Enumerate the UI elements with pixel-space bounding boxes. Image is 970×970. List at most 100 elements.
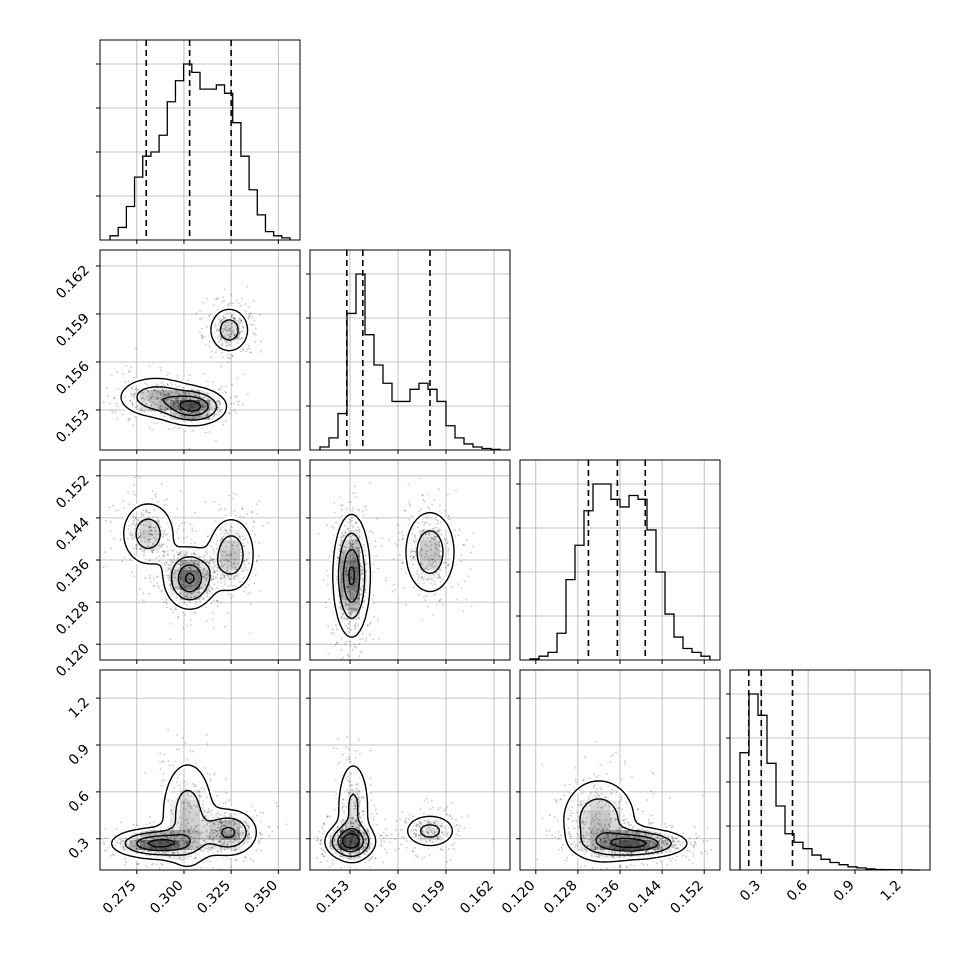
sample-point: [162, 851, 165, 853]
sample-point: [234, 848, 237, 851]
sample-point: [614, 818, 617, 820]
sample-point: [211, 813, 214, 816]
sample-point: [333, 501, 335, 504]
sample-point: [214, 325, 217, 328]
density-cell: [140, 390, 150, 400]
density-cell: [340, 830, 350, 840]
sample-point: [199, 310, 202, 312]
density-cell: [170, 580, 180, 590]
sample-point: [349, 542, 352, 545]
sample-point: [435, 604, 438, 606]
sample-point: [215, 413, 218, 416]
sample-point: [397, 833, 400, 836]
sample-point: [223, 831, 225, 833]
sample-point: [247, 584, 250, 586]
sample-point: [233, 823, 236, 825]
sample-point: [419, 549, 422, 552]
sample-point: [202, 572, 204, 574]
sample-point: [138, 849, 141, 851]
sample-point: [132, 424, 135, 427]
sample-point: [236, 400, 239, 403]
density-cell: [190, 400, 200, 410]
sample-point: [337, 848, 340, 851]
sample-point: [342, 798, 344, 800]
sample-point: [188, 811, 191, 814]
sample-point: [440, 576, 442, 579]
sample-point: [226, 559, 228, 561]
sample-point: [201, 409, 204, 411]
sample-point: [344, 827, 347, 829]
sample-point: [412, 550, 415, 552]
sample-point: [172, 558, 175, 561]
sample-point: [208, 418, 210, 420]
sample-point: [215, 820, 218, 823]
sample-point: [350, 501, 352, 503]
sample-point: [258, 500, 261, 503]
sample-point: [358, 535, 361, 538]
sample-point: [361, 510, 364, 513]
sample-point: [219, 402, 222, 404]
sample-point: [434, 546, 437, 548]
sample-point: [216, 834, 219, 837]
sample-point: [223, 288, 226, 291]
sample-point: [155, 422, 158, 424]
sample-point: [427, 559, 430, 562]
sample-point: [198, 412, 201, 414]
sample-point: [243, 538, 246, 541]
sample-point: [174, 403, 177, 405]
sample-point: [200, 843, 203, 846]
sample-point: [352, 552, 354, 555]
sample-point: [188, 585, 191, 587]
sample-point: [346, 585, 349, 588]
sample-point: [354, 590, 357, 593]
density-cell: [420, 540, 430, 550]
sample-point: [142, 592, 145, 595]
sample-point: [247, 306, 250, 309]
sample-point: [129, 400, 132, 402]
sample-point: [322, 579, 325, 582]
sample-point: [204, 583, 207, 586]
sample-point: [193, 394, 196, 397]
sample-point: [437, 528, 440, 531]
sample-point: [244, 303, 247, 305]
sample-point: [125, 861, 127, 863]
sample-point: [194, 530, 197, 532]
sample-point: [351, 788, 353, 791]
joint-panel-0-3: [99, 669, 301, 871]
sample-point: [447, 548, 450, 551]
sample-point: [162, 773, 165, 775]
sample-point: [209, 773, 212, 776]
sample-point: [206, 772, 209, 775]
sample-point: [345, 827, 348, 830]
sample-point: [154, 526, 157, 529]
sample-point: [364, 838, 367, 841]
sample-point: [422, 578, 424, 581]
sample-point: [192, 783, 195, 785]
sample-point: [208, 810, 211, 813]
sample-point: [356, 546, 358, 549]
sample-point: [349, 761, 352, 763]
sample-point: [167, 398, 170, 401]
sample-point: [433, 535, 436, 538]
sample-point: [210, 829, 213, 831]
sample-point: [172, 764, 174, 767]
sample-point: [173, 401, 176, 403]
sample-point: [182, 580, 185, 583]
sample-point: [582, 820, 584, 823]
sample-point: [358, 790, 360, 793]
sample-point: [212, 415, 215, 418]
sample-point: [143, 834, 145, 837]
sample-point: [203, 554, 206, 557]
sample-point: [359, 817, 362, 819]
sample-point: [188, 803, 191, 806]
sample-point: [234, 317, 236, 320]
sample-point: [354, 624, 356, 627]
sample-point: [221, 408, 224, 411]
sample-point: [201, 576, 204, 578]
sample-point: [201, 806, 204, 809]
sample-point: [215, 815, 217, 817]
density-cell: [180, 580, 190, 590]
sample-point: [211, 846, 214, 849]
sample-point: [172, 405, 175, 408]
sample-point: [368, 860, 371, 862]
